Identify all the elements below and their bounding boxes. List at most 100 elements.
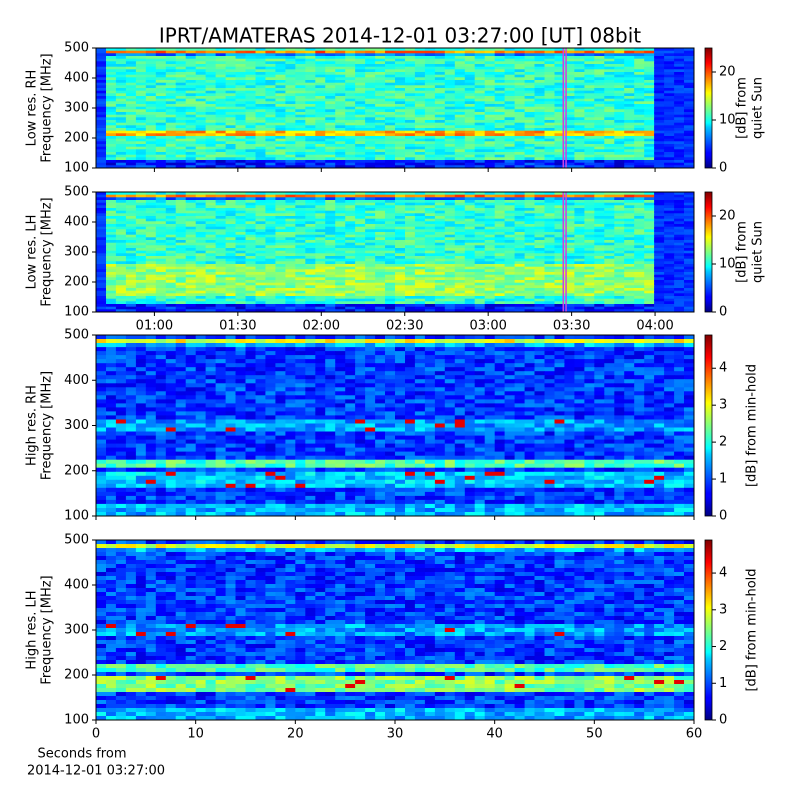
- spectrogram-cell: [564, 213, 575, 217]
- spectrogram-cell: [464, 48, 476, 52]
- spectrogram-cell: [345, 282, 356, 286]
- spectrogram-cell: [275, 61, 286, 65]
- spectrogram-cell: [654, 72, 665, 76]
- spectrogram-cell: [235, 250, 246, 254]
- spectrogram-cell: [135, 258, 147, 262]
- spectrogram-cell: [215, 61, 227, 65]
- spectrogram-cell: [614, 149, 625, 153]
- spectrogram-cell: [345, 157, 356, 161]
- spectrogram-cell: [654, 93, 665, 97]
- spectrogram-cell: [514, 90, 526, 94]
- spectrogram-cell: [395, 133, 406, 137]
- spectrogram-cell: [285, 280, 296, 284]
- spectrogram-cell: [345, 64, 356, 68]
- spectrogram-cell: [295, 240, 306, 244]
- spectrogram-cell: [554, 120, 565, 124]
- spectrogram-cell: [574, 162, 585, 166]
- spectrogram-cell: [285, 114, 296, 118]
- spectrogram-cell: [185, 272, 197, 276]
- spectrogram-cell: [365, 202, 376, 206]
- spectrogram-cell: [684, 120, 695, 124]
- spectrogram-cell: [385, 58, 396, 62]
- spectrogram-cell: [185, 194, 197, 198]
- spectrogram-cell: [504, 85, 516, 89]
- spectrogram-cell: [235, 130, 246, 134]
- spectrogram-cell: [444, 144, 456, 148]
- spectrogram-cell: [145, 290, 157, 294]
- spectrogram-cell: [444, 234, 456, 238]
- spectrogram-cell: [444, 125, 456, 129]
- spectrogram-cell: [524, 136, 536, 140]
- spectrogram-cell: [345, 93, 356, 97]
- spectrogram-cell: [355, 125, 366, 129]
- spectrogram-cell: [245, 282, 256, 286]
- spectrogram-cell: [654, 88, 665, 92]
- spectrogram-cell: [534, 58, 545, 62]
- spectrogram-cell: [664, 128, 675, 132]
- spectrogram-cell: [464, 69, 476, 73]
- spectrogram-cell: [255, 72, 266, 76]
- spectrogram-cell: [444, 264, 456, 268]
- spectrogram-cell: [654, 141, 665, 145]
- spectrogram-cell: [424, 160, 436, 164]
- spectrogram-cell: [355, 232, 366, 236]
- spectrogram-cell: [424, 154, 436, 158]
- spectrogram-cell: [604, 133, 615, 137]
- spectrogram-cell: [185, 109, 197, 113]
- spectrogram-cell: [504, 192, 516, 196]
- spectrogram-cell: [634, 229, 645, 233]
- spectrogram-cell: [514, 210, 526, 214]
- spectrogram-cell: [395, 149, 406, 153]
- spectrogram-cell: [385, 101, 396, 105]
- spectrogram-cell: [464, 253, 476, 257]
- spectrogram-cell: [345, 104, 356, 108]
- spectrogram-cell: [414, 106, 426, 110]
- spectrogram-cell: [155, 58, 167, 62]
- spectrogram-cell: [255, 205, 266, 209]
- spectrogram-cell: [285, 157, 296, 161]
- spectrogram-cell: [684, 202, 695, 206]
- spectrogram-cell: [664, 125, 675, 129]
- spectrogram-cell: [215, 258, 227, 262]
- spectrogram-cell: [664, 234, 675, 238]
- spectrogram-cell: [215, 290, 227, 294]
- spectrogram-cell: [185, 136, 197, 140]
- spectrogram-cell: [225, 205, 237, 209]
- spectrogram-cell: [544, 157, 555, 161]
- spectrogram-cell: [464, 125, 476, 129]
- spectrogram-cell: [335, 50, 346, 54]
- spectrogram-cell: [175, 165, 187, 169]
- spectrogram-cell: [424, 141, 436, 145]
- spectrogram-cell: [484, 282, 496, 286]
- spectrogram-cell: [484, 258, 496, 262]
- spectrogram-cell: [235, 80, 246, 84]
- spectrogram-cell: [474, 146, 486, 150]
- spectrogram-cell: [395, 138, 406, 142]
- spectrogram-cell: [365, 264, 376, 268]
- spectrogram-cell: [395, 82, 406, 86]
- spectrogram-cell: [624, 221, 635, 225]
- spectrogram-cell: [464, 232, 476, 236]
- spectrogram-cell: [335, 290, 346, 294]
- spectrogram-cell: [664, 58, 675, 62]
- spectrogram-cell: [544, 112, 555, 116]
- spectrogram-cell: [185, 229, 197, 233]
- spectrogram-cell: [385, 242, 396, 246]
- spectrogram-cell: [365, 104, 376, 108]
- spectrogram-cell: [604, 202, 615, 206]
- spectrogram-cell: [375, 290, 386, 294]
- spectrogram-cell: [544, 93, 555, 97]
- spectrogram-cell: [375, 245, 386, 249]
- spectrogram-cell: [205, 269, 217, 273]
- spectrogram-cell: [265, 96, 276, 100]
- spectrogram-cell: [106, 64, 117, 68]
- spectrogram-cell: [614, 154, 625, 158]
- spectrogram-cell: [504, 154, 516, 158]
- spectrogram-cell: [484, 133, 496, 137]
- spectrogram-cell: [275, 261, 286, 265]
- spectrogram-cell: [424, 133, 436, 137]
- spectrogram-cell: [614, 272, 625, 276]
- spectrogram-cell: [325, 250, 336, 254]
- spectrogram-cell: [624, 208, 635, 212]
- spectrogram-cell: [106, 152, 117, 156]
